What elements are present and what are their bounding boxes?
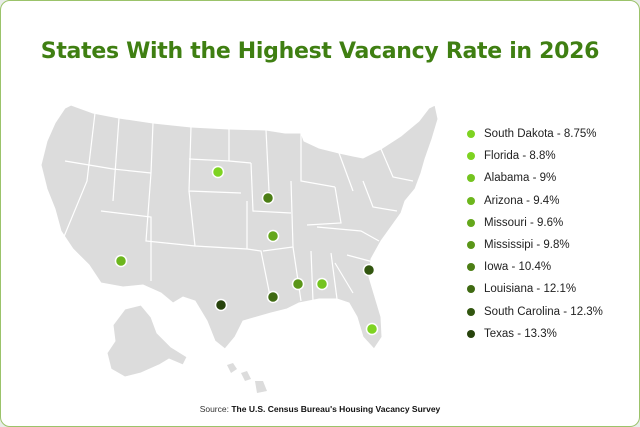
- legend: South Dakota - 8.75% Florida - 8.8% Alabam…: [467, 123, 603, 345]
- marker-iowa[interactable]: [261, 191, 275, 205]
- legend-dot-icon: [467, 130, 475, 139]
- legend-label: South Carolina - 12.3%: [484, 305, 603, 318]
- legend-item: Alabama - 9%: [467, 167, 603, 189]
- legend-item: Arizona - 9.4%: [467, 190, 603, 212]
- marker-south-carolina[interactable]: [362, 263, 376, 277]
- legend-item: South Dakota - 8.75%: [467, 123, 603, 145]
- legend-item: Mississipi - 9.8%: [467, 234, 603, 256]
- legend-label: Alabama - 9%: [484, 172, 557, 185]
- legend-dot-icon: [467, 263, 475, 272]
- legend-item: Iowa - 10.4%: [467, 256, 603, 278]
- marker-mississippi[interactable]: [291, 277, 305, 291]
- state-borders: [62, 112, 414, 302]
- legend-dot-icon: [467, 152, 475, 161]
- marker-south-dakota[interactable]: [211, 165, 225, 179]
- legend-label: Florida - 8.8%: [484, 150, 556, 163]
- state-markers: [114, 165, 379, 336]
- legend-item: Florida - 8.8%: [467, 145, 603, 167]
- marker-louisiana[interactable]: [266, 290, 280, 304]
- legend-label: Louisiana - 12.1%: [484, 283, 577, 296]
- alaska-shape: [106, 304, 188, 378]
- legend-label: Missouri - 9.6%: [484, 216, 564, 229]
- legend-label: South Dakota - 8.75%: [484, 128, 597, 141]
- legend-label: Arizona - 9.4%: [484, 194, 560, 207]
- legend-dot-icon: [467, 329, 475, 338]
- legend-dot-icon: [467, 307, 475, 316]
- legend-label: Mississipi - 9.8%: [484, 239, 570, 252]
- source-prefix: Source:: [199, 404, 229, 414]
- page-title: States With the Highest Vacancy Rate in …: [40, 39, 600, 64]
- marker-florida[interactable]: [365, 322, 379, 336]
- marker-arizona[interactable]: [114, 254, 128, 268]
- legend-item: Texas - 13.3%: [467, 323, 603, 345]
- legend-label: Iowa - 10.4%: [484, 261, 552, 274]
- legend-dot-icon: [467, 218, 475, 227]
- marker-texas[interactable]: [214, 298, 228, 312]
- source-name: The U.S. Census Bureau's Housing Vacancy…: [231, 404, 441, 414]
- legend-dot-icon: [467, 285, 475, 294]
- legend-item: Louisiana - 12.1%: [467, 278, 603, 300]
- us-mainland-shape: [40, 104, 439, 350]
- source-note: Source: The U.S. Census Bureau's Housing…: [1, 404, 639, 414]
- legend-label: Texas - 13.3%: [484, 327, 557, 340]
- marker-alabama[interactable]: [315, 277, 329, 291]
- legend-item: Missouri - 9.6%: [467, 212, 603, 234]
- marker-missouri[interactable]: [266, 229, 280, 243]
- legend-dot-icon: [467, 196, 475, 205]
- legend-dot-icon: [467, 241, 475, 250]
- legend-item: South Carolina - 12.3%: [467, 301, 603, 323]
- legend-dot-icon: [467, 174, 475, 183]
- hawaii-shape: [227, 363, 267, 393]
